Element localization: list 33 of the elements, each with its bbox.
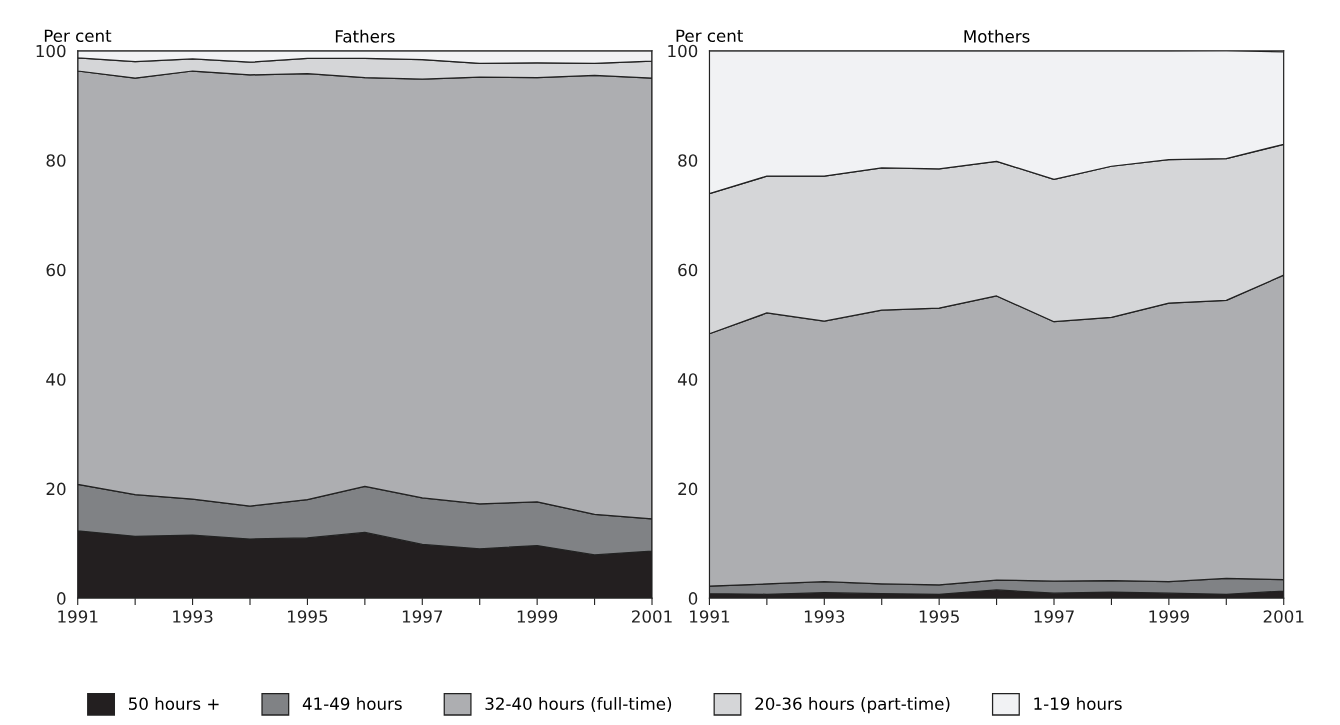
legend-label: 41-49 hours — [302, 697, 402, 710]
x-tick-label: 2001 — [632, 610, 672, 623]
y-axis-title: Per cent — [676, 29, 743, 43]
x-tick-label: 1991 — [58, 610, 98, 623]
x-tick-label: 1995 — [919, 610, 959, 623]
x-tick-label: 1997 — [1034, 610, 1074, 623]
y-tick-label: 0 — [57, 592, 66, 605]
legend-label: 50 hours + — [129, 697, 219, 710]
y-tick-label: 20 — [678, 482, 698, 496]
legend-label: 20-36 hours (part-time) — [755, 697, 950, 714]
x-tick-label: 1999 — [517, 610, 558, 623]
y-tick-label: 60 — [46, 263, 66, 277]
x-tick-label: 1997 — [402, 610, 443, 623]
chart-title: Fathers — [335, 29, 395, 43]
y-tick-label: 20 — [46, 482, 66, 496]
x-tick-label: 1993 — [804, 610, 845, 623]
legend-label: 32-40 hours (full-time) — [485, 697, 672, 712]
y-tick-label: 40 — [46, 373, 66, 386]
x-tick-label: 1991 — [690, 610, 730, 623]
y-tick-label: 80 — [678, 154, 698, 167]
y-tick-label: 0 — [688, 592, 698, 605]
chart-title: Mothers — [964, 29, 1030, 43]
y-tick-label: 100 — [668, 44, 698, 58]
y-axis-title: Per cent — [44, 29, 112, 43]
x-tick-label: 1993 — [173, 610, 213, 623]
y-tick-label: 100 — [36, 44, 66, 58]
y-tick-label: 80 — [46, 154, 66, 167]
x-tick-label: 2001 — [1263, 610, 1304, 623]
x-tick-label: 1995 — [288, 610, 328, 623]
legend-label: 1-19 hours — [1034, 697, 1122, 710]
x-tick-label: 1999 — [1149, 610, 1189, 623]
y-tick-label: 40 — [677, 373, 698, 386]
y-tick-label: 60 — [678, 263, 698, 277]
